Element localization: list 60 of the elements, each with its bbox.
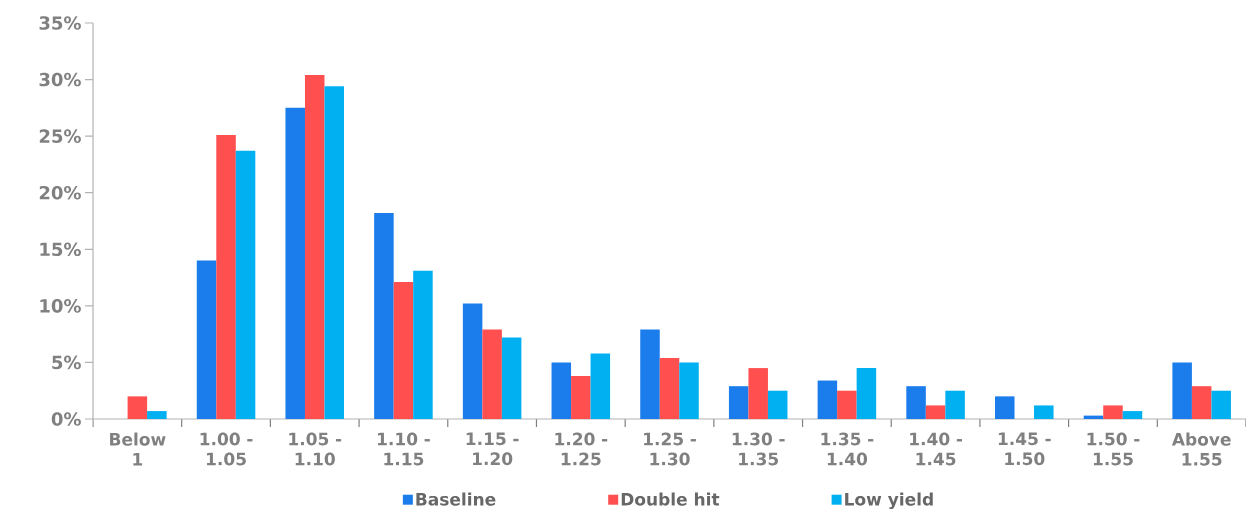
bar bbox=[906, 386, 926, 419]
legend-label: Baseline bbox=[416, 492, 496, 506]
bar bbox=[659, 357, 680, 419]
bar bbox=[501, 337, 522, 419]
legend-label: Double hit bbox=[621, 492, 720, 506]
y-tick-label: 5% bbox=[52, 355, 81, 370]
bar bbox=[235, 150, 256, 419]
bar bbox=[571, 376, 591, 419]
bar bbox=[482, 329, 502, 419]
bar bbox=[1211, 390, 1231, 419]
bar bbox=[1103, 405, 1123, 419]
x-tick-label: 1.25 - 1.30 bbox=[644, 432, 696, 466]
x-tick-label: 1.05 - 1.10 bbox=[289, 432, 342, 466]
x-tick-label: 1.15 - 1.20 bbox=[466, 432, 519, 466]
bar bbox=[590, 353, 611, 419]
y-tick-label: 35% bbox=[39, 16, 81, 30]
bar bbox=[1122, 411, 1143, 419]
x-tick-label: 1.45 - 1.50 bbox=[998, 432, 1051, 466]
x-tick-label: 1.10 - 1.15 bbox=[378, 432, 430, 466]
bar bbox=[837, 390, 857, 419]
bar bbox=[374, 213, 394, 419]
bar bbox=[285, 107, 305, 419]
bar bbox=[147, 411, 167, 419]
bar bbox=[945, 390, 965, 419]
bar bbox=[640, 329, 660, 419]
x-tick-label: 1.00 - 1.05 bbox=[200, 432, 253, 466]
bar bbox=[767, 390, 788, 419]
y-tick-label: 25% bbox=[39, 129, 81, 143]
bar bbox=[995, 396, 1015, 419]
bar bbox=[1034, 405, 1054, 419]
legend-label: Low yield bbox=[845, 492, 933, 510]
bar bbox=[413, 270, 433, 419]
x-tick-label: 1.30 - 1.35 bbox=[732, 432, 785, 466]
bar bbox=[925, 405, 946, 419]
bar bbox=[679, 362, 699, 419]
y-tick-label: 20% bbox=[39, 185, 81, 200]
y-tick-label: 15% bbox=[40, 242, 81, 257]
x-tick-label: 1.40 - 1.45 bbox=[910, 432, 962, 466]
bar bbox=[127, 396, 148, 419]
y-tick-label: 30% bbox=[39, 72, 81, 87]
bar bbox=[216, 135, 236, 419]
bar bbox=[748, 368, 768, 419]
bar bbox=[196, 260, 217, 419]
bar bbox=[1172, 362, 1192, 419]
x-tick-label: 1.20 - 1.25 bbox=[555, 432, 608, 466]
bar bbox=[817, 380, 838, 419]
bar bbox=[551, 362, 572, 419]
x-tick-label: Above 1.55 bbox=[1171, 432, 1231, 466]
y-tick-label: 0% bbox=[51, 412, 81, 426]
bar bbox=[1191, 386, 1212, 419]
bar bbox=[393, 282, 414, 419]
bar bbox=[728, 386, 749, 419]
x-tick-label: 1.50 - 1.55 bbox=[1087, 432, 1140, 466]
x-tick-label: 1.35 - 1.40 bbox=[821, 432, 874, 466]
bar bbox=[304, 75, 325, 419]
y-tick-label: 10% bbox=[40, 299, 81, 313]
bar bbox=[462, 303, 483, 419]
bar bbox=[324, 86, 344, 419]
x-tick-label: Below 1 bbox=[110, 432, 166, 466]
bar bbox=[856, 368, 877, 419]
